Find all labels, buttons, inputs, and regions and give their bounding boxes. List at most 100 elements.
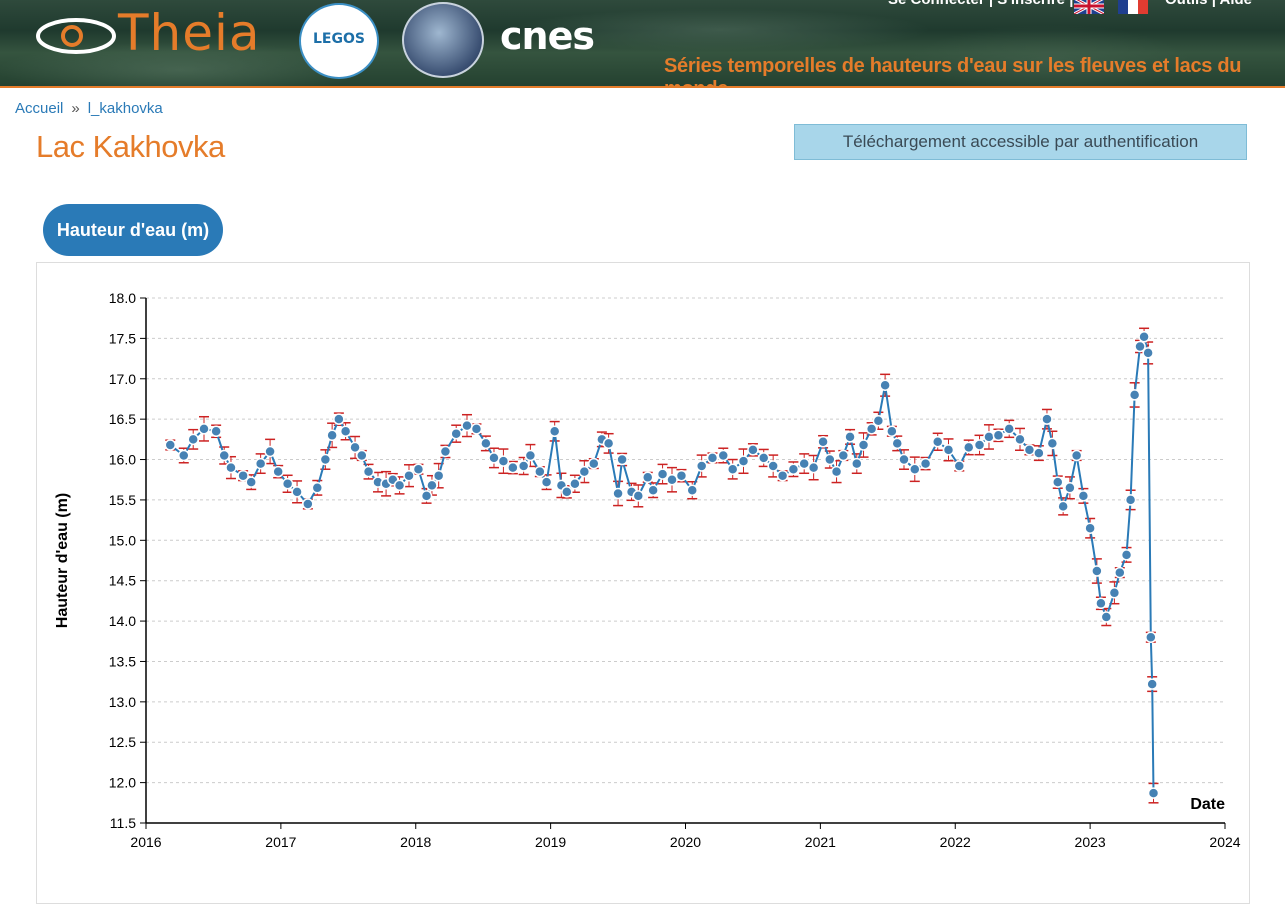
data-point[interactable] bbox=[1142, 347, 1154, 359]
data-point[interactable] bbox=[1138, 331, 1150, 343]
data-point[interactable] bbox=[1014, 433, 1026, 446]
data-point[interactable] bbox=[931, 436, 944, 448]
french-flag-icon[interactable] bbox=[1118, 0, 1148, 14]
data-point[interactable] bbox=[311, 482, 324, 494]
data-point[interactable] bbox=[237, 469, 249, 482]
data-point[interactable] bbox=[1134, 340, 1146, 353]
data-point[interactable] bbox=[210, 425, 222, 438]
data-point[interactable] bbox=[254, 457, 267, 470]
data-point[interactable] bbox=[898, 453, 910, 466]
data-point[interactable] bbox=[666, 473, 678, 486]
data-point[interactable] bbox=[983, 431, 995, 443]
data-point[interactable] bbox=[919, 457, 932, 470]
data-point[interactable] bbox=[1145, 631, 1157, 643]
data-point[interactable] bbox=[1041, 413, 1053, 425]
data-point[interactable] bbox=[1114, 566, 1126, 579]
breadcrumb-current[interactable]: l_kakhovka bbox=[87, 100, 163, 117]
data-point[interactable] bbox=[1108, 587, 1121, 599]
data-point[interactable] bbox=[695, 460, 708, 472]
english-flag-icon[interactable] bbox=[1074, 0, 1104, 14]
data-point[interactable] bbox=[548, 425, 561, 438]
data-point[interactable] bbox=[517, 460, 530, 472]
data-point[interactable] bbox=[272, 465, 284, 478]
data-point[interactable] bbox=[1052, 476, 1064, 488]
hydroweb-logo-icon[interactable] bbox=[402, 2, 484, 78]
data-point[interactable] bbox=[264, 445, 276, 458]
data-point[interactable] bbox=[798, 457, 810, 470]
data-point[interactable] bbox=[747, 444, 759, 456]
data-point[interactable] bbox=[851, 457, 863, 470]
data-point[interactable] bbox=[480, 437, 492, 450]
data-point[interactable] bbox=[291, 486, 303, 498]
data-point[interactable] bbox=[540, 476, 553, 488]
data-point[interactable] bbox=[461, 419, 473, 432]
data-point[interactable] bbox=[942, 444, 955, 456]
help-link[interactable]: Aide bbox=[1220, 0, 1253, 8]
data-point[interactable] bbox=[507, 461, 519, 474]
data-point[interactable] bbox=[1023, 444, 1036, 456]
data-point[interactable] bbox=[488, 452, 500, 464]
data-point[interactable] bbox=[807, 461, 820, 474]
tab-water-height[interactable]: Hauteur d'eau (m) bbox=[43, 204, 223, 256]
water-height-chart[interactable]: 11.5 12.0 12.5 13.0 13.5 14.0 14.5 15.0 15.5 16.0… bbox=[37, 263, 1249, 903]
tools-link[interactable]: Outils bbox=[1165, 0, 1208, 8]
data-point[interactable] bbox=[717, 449, 730, 462]
data-point[interactable] bbox=[497, 455, 510, 467]
data-point[interactable] bbox=[534, 465, 546, 478]
data-point[interactable] bbox=[1077, 490, 1090, 502]
breadcrumb-home[interactable]: Accueil bbox=[15, 100, 64, 117]
data-point[interactable] bbox=[403, 469, 415, 482]
data-point[interactable] bbox=[1147, 787, 1160, 799]
data-point[interactable] bbox=[578, 465, 591, 478]
data-point[interactable] bbox=[767, 460, 779, 472]
data-point[interactable] bbox=[1046, 437, 1059, 450]
data-point[interactable] bbox=[561, 486, 573, 498]
data-point[interactable] bbox=[333, 413, 345, 425]
data-point[interactable] bbox=[857, 439, 870, 451]
data-point[interactable] bbox=[1146, 678, 1158, 690]
data-point[interactable] bbox=[824, 453, 836, 466]
data-point[interactable] bbox=[198, 423, 210, 435]
data-point[interactable] bbox=[450, 427, 462, 440]
data-point[interactable] bbox=[706, 452, 719, 464]
data-point[interactable] bbox=[891, 437, 904, 450]
data-point[interactable] bbox=[1033, 447, 1045, 459]
data-point[interactable] bbox=[1084, 522, 1096, 534]
data-point[interactable] bbox=[865, 423, 878, 435]
data-point[interactable] bbox=[281, 478, 294, 490]
data-point[interactable] bbox=[837, 449, 850, 462]
data-point[interactable] bbox=[641, 471, 654, 484]
data-point[interactable] bbox=[909, 463, 921, 475]
data-point[interactable] bbox=[962, 441, 975, 454]
data-point[interactable] bbox=[439, 445, 452, 458]
data-point[interactable] bbox=[524, 449, 537, 462]
data-point[interactable] bbox=[726, 463, 739, 475]
theia-logo-text[interactable]: Theia bbox=[118, 4, 261, 62]
data-point[interactable] bbox=[879, 379, 891, 391]
data-point[interactable] bbox=[787, 463, 800, 475]
data-point[interactable] bbox=[420, 490, 433, 502]
data-point[interactable] bbox=[245, 476, 257, 488]
data-point[interactable] bbox=[326, 429, 338, 442]
data-point[interactable] bbox=[776, 469, 789, 482]
data-point[interactable] bbox=[616, 453, 628, 466]
data-point[interactable] bbox=[953, 460, 966, 472]
register-link[interactable]: S'inscrire bbox=[997, 0, 1065, 8]
cnes-logo[interactable]: cnes bbox=[500, 14, 595, 58]
data-point[interactable] bbox=[588, 457, 600, 470]
data-point[interactable] bbox=[339, 425, 352, 438]
data-point[interactable] bbox=[817, 436, 829, 448]
data-point[interactable] bbox=[393, 479, 406, 492]
data-point[interactable] bbox=[1091, 565, 1103, 577]
data-point[interactable] bbox=[872, 415, 885, 427]
data-point[interactable] bbox=[1100, 611, 1113, 623]
data-point[interactable] bbox=[349, 441, 361, 454]
data-point[interactable] bbox=[432, 469, 445, 482]
data-point[interactable] bbox=[844, 431, 856, 443]
data-point[interactable] bbox=[187, 433, 199, 446]
data-point[interactable] bbox=[426, 479, 438, 492]
data-point[interactable] bbox=[1003, 423, 1015, 435]
data-point[interactable] bbox=[656, 468, 669, 480]
data-point[interactable] bbox=[1095, 597, 1107, 610]
data-point[interactable] bbox=[602, 437, 615, 450]
